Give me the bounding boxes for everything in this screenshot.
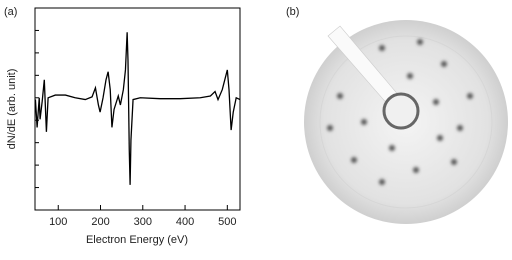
x-tick-label: 400	[176, 216, 194, 228]
x-tick-label: 200	[91, 216, 109, 228]
x-tick-label: 500	[218, 216, 236, 228]
panel-label: (a)	[4, 6, 17, 18]
x-axis-label: Electron Energy (eV)	[86, 234, 188, 246]
gun-head	[382, 92, 420, 130]
screen-ring	[319, 35, 493, 209]
x-tick-label: 300	[134, 216, 152, 228]
plot-frame	[34, 7, 241, 211]
plot: Electron Energy (eV) dN/dE (arb. unit)	[6, 7, 241, 246]
panel-label: (b)	[286, 6, 299, 18]
spots	[327, 39, 473, 185]
x-tick-label: 100	[49, 216, 67, 228]
y-axis-label: dN/dE (arb. unit)	[6, 69, 18, 150]
spectrum-line	[34, 32, 241, 185]
leed-image	[304, 20, 508, 224]
